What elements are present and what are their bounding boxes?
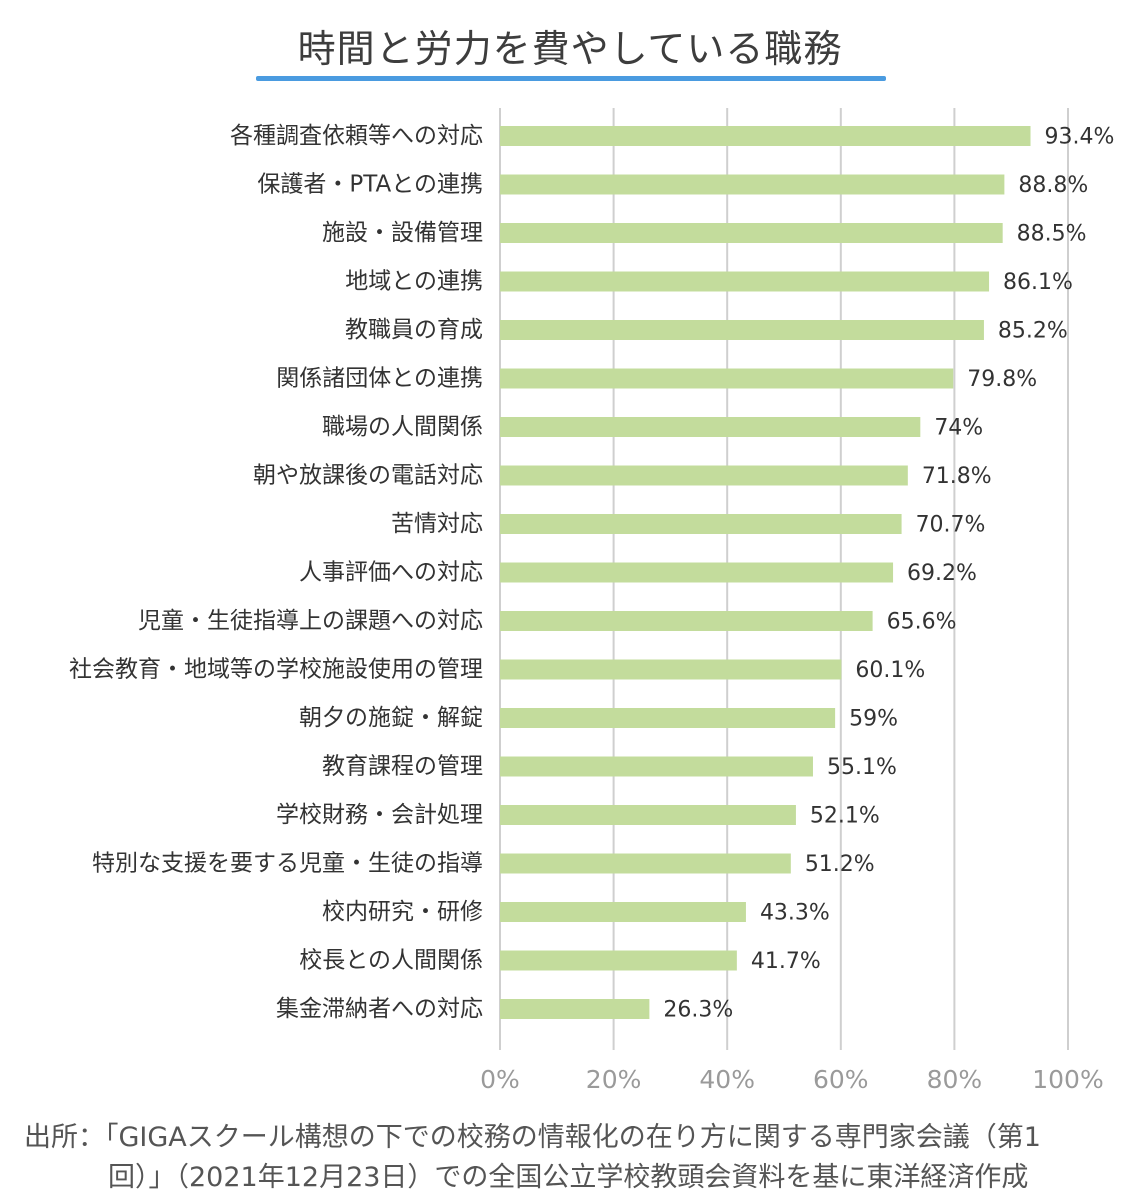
- x-axis-ticks: 0% 20% 40% 60% 80% 100%: [480, 1065, 1104, 1094]
- x-tick-label: 100%: [1032, 1065, 1103, 1094]
- bar-chart: 各種調査依頼等への対応保護者・PTAとの連携施設・設備管理地域との連携教職員の育…: [69, 108, 1114, 1094]
- value-label: 59%: [849, 707, 898, 732]
- bar: [500, 271, 990, 292]
- bar: [500, 514, 902, 534]
- x-tick-label: 20%: [586, 1065, 642, 1094]
- category-label: 学校財務・会計処理: [276, 802, 483, 828]
- bar: [500, 805, 796, 825]
- category-label: 朝や放課後の電話対応: [253, 463, 483, 489]
- value-label: 70.7%: [916, 513, 986, 538]
- category-label: 地域との連携: [345, 269, 483, 295]
- category-label: 特別な支援を要する児童・生徒の指導: [92, 851, 483, 877]
- bar: [500, 417, 921, 437]
- x-tick-label: 0%: [480, 1065, 520, 1094]
- category-label: 教育課程の管理: [322, 754, 483, 780]
- value-labels: 93.4% 88.8% 88.5% 86.1% 85.2% 79.8% 74% 71.8% 70…: [663, 125, 1114, 1023]
- value-label: 79.8%: [967, 367, 1037, 392]
- bar: [500, 368, 954, 389]
- bar: [500, 174, 1005, 195]
- category-label: 職場の人間関係: [322, 414, 483, 440]
- bar: [500, 708, 836, 728]
- bar: [500, 562, 894, 583]
- bar: [500, 659, 842, 680]
- source-note: 出所：「GIGAスクール構想の下での校務の情報化の在り方に関する専門家会議（第1…: [24, 1118, 1124, 1198]
- bar: [500, 320, 984, 340]
- category-label: 関係諸団体との連携: [276, 366, 483, 392]
- category-label: 教職員の育成: [345, 317, 483, 343]
- x-tick-label: 40%: [699, 1065, 755, 1094]
- bar: [500, 126, 1031, 146]
- value-label: 71.8%: [922, 464, 992, 489]
- value-label: 85.2%: [998, 319, 1068, 344]
- category-label: 朝夕の施錠・解錠: [299, 705, 483, 731]
- x-tick-label: 80%: [927, 1065, 983, 1094]
- source-line-2: 回）」（2021年12月23日）での全国公立学校教頭会資料を基に東洋経済作成: [108, 1162, 1029, 1193]
- value-label: 55.1%: [827, 755, 897, 780]
- x-tick-label: 60%: [813, 1065, 869, 1094]
- category-label: 児童・生徒指導上の課題への対応: [138, 608, 483, 634]
- bar: [500, 611, 873, 631]
- value-label: 69.2%: [907, 561, 977, 586]
- value-label: 41.7%: [751, 949, 821, 974]
- bar: [500, 853, 791, 874]
- category-labels: 各種調査依頼等への対応保護者・PTAとの連携施設・設備管理地域との連携教職員の育…: [69, 123, 483, 1022]
- source-line-1: 出所：「GIGAスクール構想の下での校務の情報化の在り方に関する専門家会議（第1: [24, 1122, 1041, 1153]
- chart-title: 時間と労力を費やしている職務: [297, 27, 843, 71]
- category-label: 校長との人間関係: [299, 948, 483, 974]
- value-label: 51.2%: [805, 852, 875, 877]
- value-label: 52.1%: [810, 804, 880, 829]
- value-label: 88.5%: [1017, 222, 1087, 247]
- bar: [500, 999, 650, 1019]
- bar: [500, 465, 908, 486]
- bar: [500, 756, 813, 777]
- value-label: 65.6%: [887, 610, 957, 635]
- title-underline: [256, 76, 886, 81]
- value-label: 93.4%: [1045, 125, 1115, 150]
- category-label: 社会教育・地域等の学校施設使用の管理: [69, 657, 483, 683]
- value-label: 60.1%: [855, 658, 925, 683]
- value-label: 26.3%: [663, 998, 733, 1023]
- category-label: 保護者・PTAとの連携: [257, 172, 483, 198]
- value-label: 86.1%: [1003, 270, 1073, 295]
- value-label: 88.8%: [1018, 173, 1088, 198]
- bars: [500, 126, 1031, 1019]
- category-label: 施設・設備管理: [322, 220, 483, 246]
- bar: [500, 902, 746, 922]
- category-label: 人事評価への対応: [299, 560, 483, 586]
- value-label: 74%: [934, 416, 983, 441]
- bar: [500, 223, 1003, 243]
- category-label: 各種調査依頼等への対応: [230, 123, 483, 149]
- category-label: 集金滞納者への対応: [276, 996, 483, 1022]
- category-label: 校内研究・研修: [322, 899, 483, 925]
- bar: [500, 950, 737, 971]
- category-label: 苦情対応: [391, 511, 483, 537]
- value-label: 43.3%: [760, 901, 830, 926]
